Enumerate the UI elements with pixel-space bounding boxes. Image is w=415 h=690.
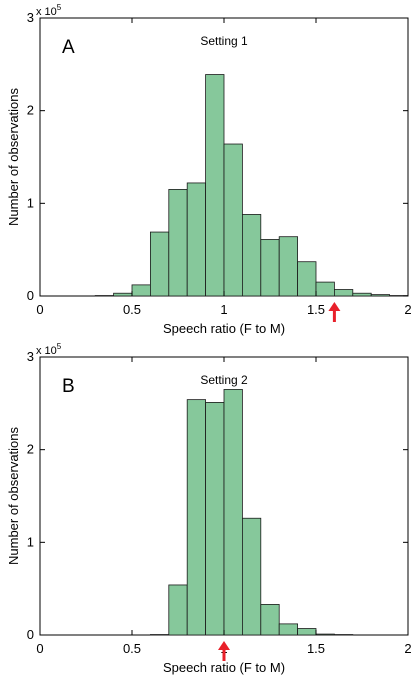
panel-a-bar <box>149 231 170 297</box>
panel-a-x-tick-label: 0.5 <box>123 302 141 317</box>
panel-b-x-tick-label: 1.5 <box>307 641 325 656</box>
panel-b-label: B <box>62 376 75 397</box>
panel-a-y-tick-label: 2 <box>27 103 34 118</box>
panel-a-bar <box>352 292 372 297</box>
panel-b-bar <box>315 633 335 636</box>
panel-a-bar <box>168 189 188 297</box>
panel-a-bar <box>333 289 354 297</box>
panel-b-bar <box>205 402 225 636</box>
panel-a-y-tick-label: 3 <box>27 10 34 25</box>
panel-b-y-multiplier: x 105 <box>36 342 62 357</box>
panel-a-bar <box>297 261 317 297</box>
panel-b-bar <box>278 623 299 636</box>
panel-a-title: Setting 1 <box>200 34 248 48</box>
panel-a-bar <box>131 284 151 297</box>
panel-a-bar <box>186 182 206 297</box>
panel-a-bar <box>223 143 243 297</box>
panel-a: 0 0.5 1 1.5 2 0 1 2 3 A Setting 1 Speech ratio (… <box>6 3 412 336</box>
panel-a-bar <box>278 236 299 297</box>
panel-b-bar <box>168 584 188 636</box>
panel-a-x-tick-label: 1.5 <box>307 302 325 317</box>
panel-b-y-tick-label: 2 <box>27 442 34 457</box>
panel-b-x-axis-label: Speech ratio (F to M) <box>163 660 285 675</box>
panel-a-bar <box>205 74 225 297</box>
panel-a-x-tick-label: 1 <box>220 302 227 317</box>
panel-a-bar <box>260 239 280 297</box>
panel-b-x-tick-label: 0 <box>36 641 43 656</box>
panel-b-title: Setting 2 <box>200 373 248 387</box>
panel-b-y-tick-label: 3 <box>27 349 34 364</box>
panel-a-x-axis-label: Speech ratio (F to M) <box>163 321 285 336</box>
panel-a-bar <box>315 281 335 297</box>
panel-a-y-tick-label: 0 <box>27 288 34 303</box>
panel-b-bar <box>186 399 206 636</box>
panel-b-bar <box>297 628 317 636</box>
panel-b-marker-arrow <box>218 641 230 661</box>
panel-a-bar <box>113 292 133 297</box>
panel-a-y-axis-label: Number of observations <box>6 87 21 226</box>
panel-a-x-tick-label: 2 <box>404 302 411 317</box>
panel-a-bar <box>370 294 391 297</box>
panel-b-bar <box>223 389 243 636</box>
panel-b-bar <box>260 604 280 636</box>
panel-a-marker-arrow <box>328 302 341 322</box>
panel-b-x-tick-label: 2 <box>404 641 411 656</box>
panel-b-x-tick-label: 0.5 <box>123 641 141 656</box>
panel-b-y-tick-label: 1 <box>27 534 34 549</box>
panel-b-y-axis-label: Number of observations <box>6 426 21 565</box>
panel-a-label: A <box>62 37 75 58</box>
panel-a-y-multiplier: x 105 <box>36 3 62 18</box>
panel-a-bar <box>241 214 262 297</box>
panel-b-y-tick-label: 0 <box>27 627 34 642</box>
panel-b-bar <box>241 517 262 636</box>
panel-a-x-tick-label: 0 <box>36 302 43 317</box>
panel-a-y-tick-label: 1 <box>27 195 34 210</box>
